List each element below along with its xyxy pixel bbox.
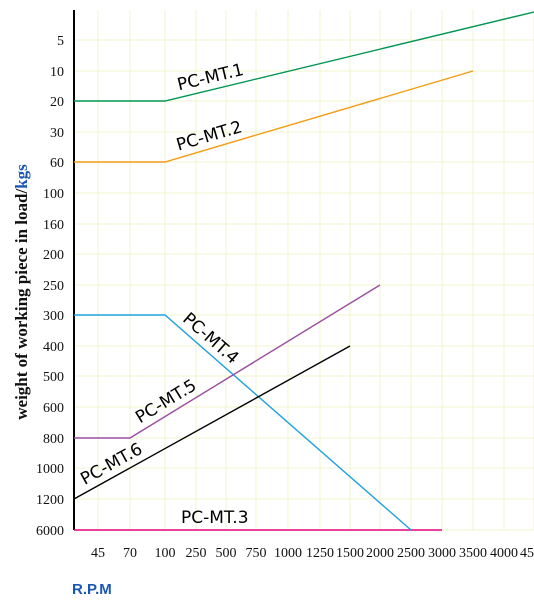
- y-tick-label: 400: [43, 340, 64, 355]
- x-tick-label: 750: [246, 546, 267, 561]
- x-tick-label: 45: [91, 546, 105, 561]
- series-line: [74, 284, 381, 439]
- grid: [74, 10, 534, 531]
- x-tick-label: 3500: [459, 546, 487, 561]
- y-axis-title-main: weight of working piece in load/: [12, 189, 31, 420]
- y-tick-label: 6000: [36, 524, 64, 539]
- x-tick-label: 4500: [520, 546, 534, 561]
- x-axis-title: R.P.M: [72, 581, 112, 598]
- y-tick-labels: 5 10 20 30 60 100 160 200 250 300 400 500 600 800 1000…: [36, 34, 64, 539]
- x-tick-label: 4000: [490, 546, 518, 561]
- y-tick-label: 250: [43, 279, 64, 294]
- y-tick-label: 30: [50, 126, 64, 141]
- x-tick-label: 1000: [274, 546, 302, 561]
- series-line: [73, 345, 351, 500]
- y-tick-label: 10: [50, 65, 64, 80]
- y-tick-label: 600: [43, 401, 64, 416]
- x-tick-label: 2500: [397, 546, 425, 561]
- series-label: PC-MT.3: [181, 508, 249, 528]
- series-line: [74, 11, 534, 102]
- y-axis-title: weight of working piece in load/kgs: [12, 164, 31, 420]
- x-tick-label: 1250: [306, 546, 334, 561]
- x-tick-label: 100: [155, 546, 176, 561]
- x-tick-label: 250: [186, 546, 207, 561]
- y-tick-label: 1000: [36, 462, 64, 477]
- x-tick-label: 1500: [336, 546, 364, 561]
- x-tick-label: 3000: [428, 546, 456, 561]
- y-tick-label: 800: [43, 432, 64, 447]
- y-tick-label: 60: [50, 156, 64, 171]
- y-axis-title-unit: kgs: [12, 164, 31, 189]
- x-tick-label: 2000: [366, 546, 394, 561]
- series-line: [74, 314, 412, 531]
- y-tick-label: 1200: [36, 493, 64, 508]
- y-tick-label: 200: [43, 248, 64, 263]
- series-lines: [73, 11, 534, 531]
- y-tick-label: 300: [43, 309, 64, 324]
- series-label: PC-MT.4: [178, 309, 242, 368]
- y-tick-label: 100: [43, 187, 64, 202]
- series-label: PC-MT.2: [174, 117, 244, 155]
- series-labels: PC-MT.1PC-MT.2PC-MT.3PC-MT.4PC-MT.5PC-MT…: [77, 60, 248, 528]
- y-tick-label: 500: [43, 370, 64, 385]
- y-tick-label: 160: [43, 218, 64, 233]
- series-line: [74, 70, 474, 163]
- x-tick-label: 500: [216, 546, 237, 561]
- y-tick-label: 20: [50, 95, 64, 110]
- y-tick-label: 5: [57, 34, 64, 49]
- x-tick-label: 70: [123, 546, 137, 561]
- x-tick-labels: 45 70 100 250 500 750 1000 1250 1500 2000 2500 3000…: [91, 546, 534, 561]
